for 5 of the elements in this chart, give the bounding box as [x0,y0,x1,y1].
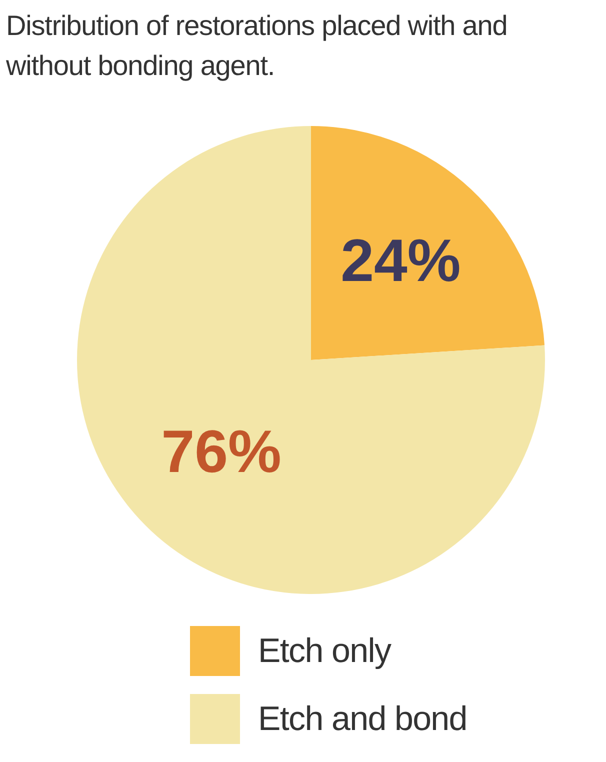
chart-title: Distribution of restorations placed with and without bonding agent. [6,9,508,83]
data-label: 24% [340,227,461,294]
legend-label: Etch only [258,632,391,670]
legend-label: Etch and bond [258,700,467,738]
data-label: 76% [161,418,282,486]
